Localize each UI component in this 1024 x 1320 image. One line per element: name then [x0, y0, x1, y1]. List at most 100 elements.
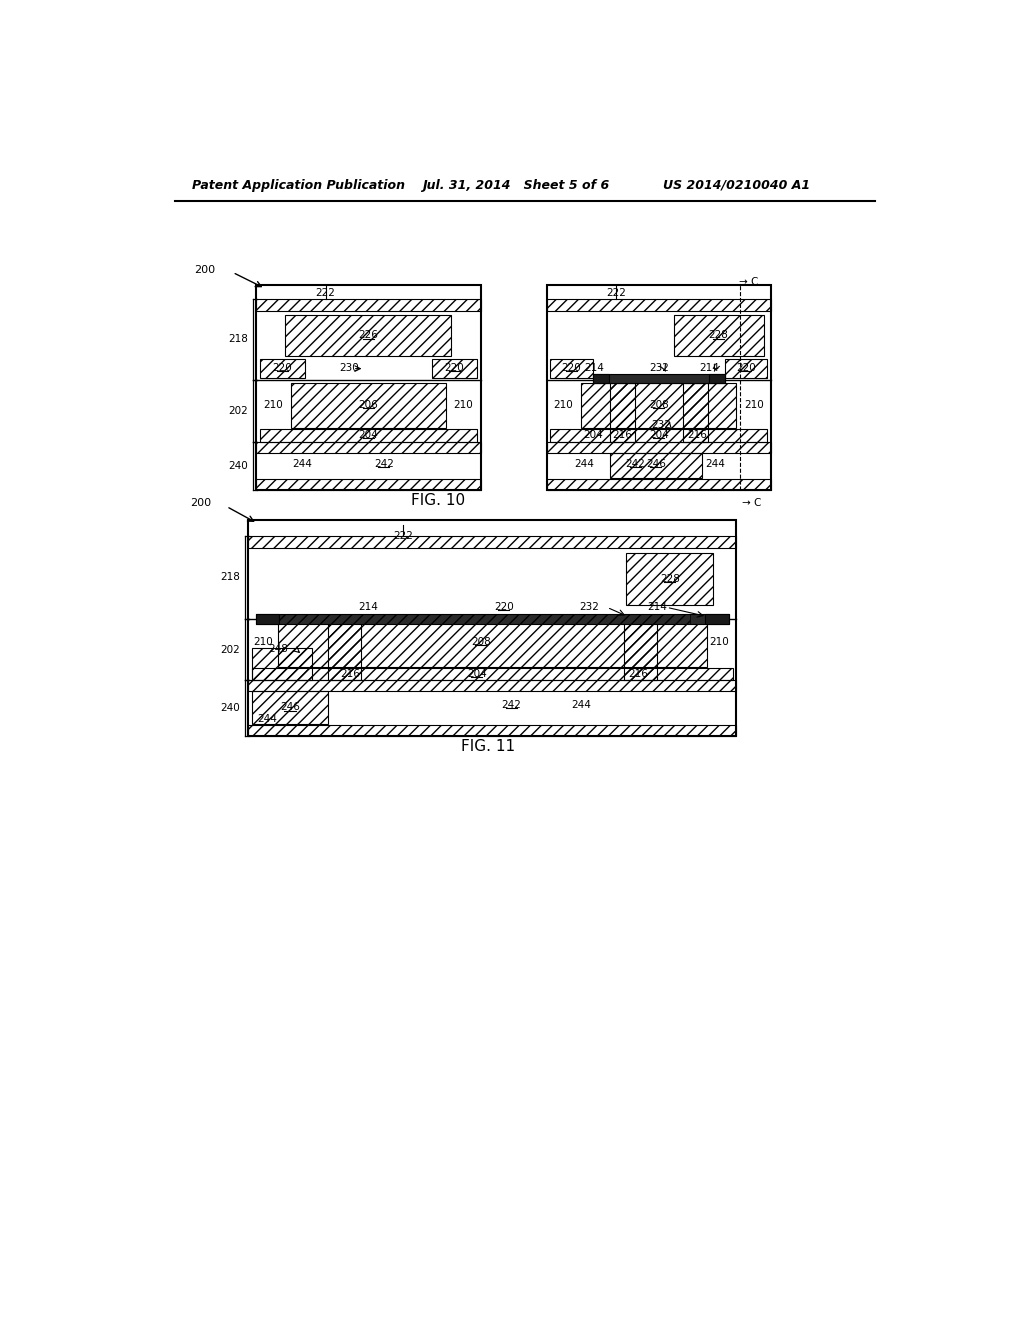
Text: 220: 220 [736, 363, 756, 372]
Text: 214: 214 [358, 602, 378, 611]
Text: 210: 210 [454, 400, 473, 409]
Text: 246: 246 [280, 702, 300, 713]
Text: 200: 200 [189, 499, 211, 508]
Bar [256, 614, 280, 624]
Text: Patent Application Publication: Patent Application Publication [191, 178, 404, 191]
Bar [547, 298, 771, 312]
Text: 210: 210 [263, 400, 283, 409]
Bar [248, 520, 736, 737]
Text: 218: 218 [228, 334, 248, 345]
Bar [547, 442, 771, 453]
Text: 244: 244 [573, 459, 594, 469]
Text: 232: 232 [651, 420, 671, 430]
Bar [675, 315, 764, 355]
Text: 214: 214 [647, 602, 668, 611]
Text: 232: 232 [580, 602, 599, 611]
Bar [582, 383, 736, 428]
Text: 228: 228 [659, 574, 680, 583]
Bar [256, 614, 729, 624]
Bar [547, 285, 771, 490]
Bar [280, 614, 690, 624]
Bar [291, 383, 445, 428]
Text: 222: 222 [606, 288, 627, 298]
Bar [252, 692, 328, 725]
Text: 204: 204 [358, 430, 378, 440]
Text: FIG. 10: FIG. 10 [411, 492, 465, 508]
Text: 216: 216 [628, 669, 648, 680]
Bar [248, 725, 736, 737]
Text: 216: 216 [612, 430, 633, 440]
Bar [550, 429, 767, 442]
Bar [432, 359, 477, 378]
Text: Jul. 31, 2014   Sheet 5 of 6: Jul. 31, 2014 Sheet 5 of 6 [423, 178, 609, 191]
Text: 208: 208 [471, 638, 490, 647]
Bar [286, 315, 452, 355]
Text: 220: 220 [444, 363, 464, 372]
Text: 246: 246 [646, 459, 666, 469]
Text: 220: 220 [272, 363, 292, 372]
Text: 248: 248 [268, 644, 289, 653]
Text: 204: 204 [467, 669, 486, 680]
Bar [624, 619, 656, 681]
Text: 214: 214 [699, 363, 719, 372]
Bar [252, 668, 732, 681]
Text: 206: 206 [358, 400, 378, 409]
Text: 220: 220 [494, 602, 514, 611]
Bar [248, 536, 736, 548]
Bar [260, 359, 305, 378]
Text: 220: 220 [561, 363, 582, 372]
Text: 232: 232 [649, 363, 669, 372]
Text: 222: 222 [315, 288, 336, 298]
Text: 228: 228 [709, 330, 728, 341]
Text: 240: 240 [228, 461, 248, 471]
Text: 242: 242 [502, 700, 521, 710]
Text: 204: 204 [583, 430, 603, 440]
Bar [593, 374, 608, 383]
Bar [610, 453, 701, 478]
Bar [256, 479, 480, 490]
Bar [683, 383, 708, 442]
Bar [248, 681, 736, 692]
Text: 226: 226 [358, 330, 378, 341]
Bar [593, 374, 725, 383]
Text: 244: 244 [706, 459, 725, 469]
Text: 210: 210 [554, 400, 573, 409]
Text: 208: 208 [649, 400, 669, 409]
Bar [252, 648, 312, 681]
Bar [706, 614, 729, 624]
Text: US 2014/0210040 A1: US 2014/0210040 A1 [663, 178, 810, 191]
Text: 242: 242 [374, 459, 393, 469]
Text: 210: 210 [744, 400, 764, 409]
Bar [627, 553, 713, 605]
Text: 230: 230 [339, 363, 358, 372]
Text: 242: 242 [626, 459, 645, 469]
Text: 244: 244 [258, 714, 278, 723]
Text: 210: 210 [710, 638, 729, 647]
Bar [260, 429, 477, 442]
Bar [550, 359, 593, 378]
Bar [328, 619, 360, 681]
Text: 244: 244 [571, 700, 591, 710]
Text: 222: 222 [393, 531, 413, 541]
Bar [256, 442, 480, 453]
Text: 202: 202 [220, 644, 241, 655]
Bar [710, 374, 725, 383]
Text: 204: 204 [649, 430, 669, 440]
Bar [547, 479, 771, 490]
Text: FIG. 11: FIG. 11 [462, 739, 515, 754]
Text: 240: 240 [220, 704, 241, 713]
Text: 216: 216 [688, 430, 708, 440]
Text: 210: 210 [254, 638, 273, 647]
Text: 200: 200 [195, 265, 216, 275]
Text: 216: 216 [341, 669, 360, 680]
Text: 244: 244 [293, 459, 312, 469]
Bar [256, 285, 480, 490]
Text: 214: 214 [585, 363, 604, 372]
Text: 218: 218 [220, 573, 241, 582]
Text: → C: → C [738, 277, 758, 286]
Bar [725, 359, 767, 378]
Text: 202: 202 [228, 407, 248, 416]
Bar [610, 383, 635, 442]
Text: → C: → C [741, 499, 761, 508]
Bar [256, 298, 480, 312]
